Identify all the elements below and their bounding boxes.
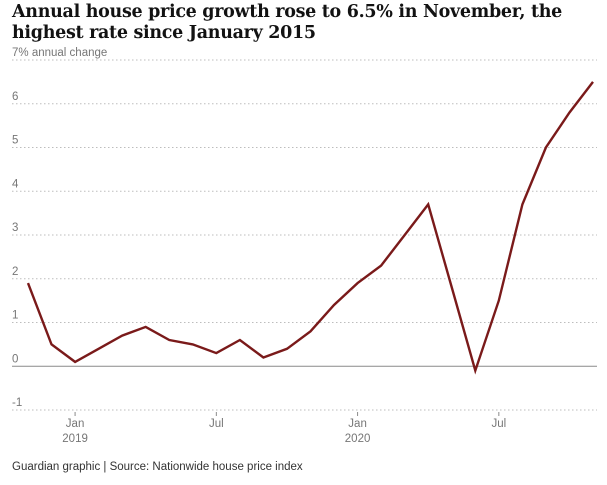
x-tick-label: Jan [66,418,85,430]
x-tick-year-label: 2020 [345,433,371,445]
gridlines [12,59,597,411]
source-note: Guardian graphic | Source: Nationwide ho… [12,461,303,473]
x-tick-year-label: 2019 [62,433,88,445]
y-tick-label: 2 [12,266,18,278]
y-tick-label: 7% annual change [12,47,107,59]
y-axis-labels: 7% annual change 6 5 4 3 2 1 0 -1 [12,47,107,409]
chart-title: Annual house price growth rose to 6.5% i… [12,2,562,43]
y-tick-label: 0 [12,353,18,365]
y-tick-label: 1 [12,310,18,322]
y-tick-label: -1 [12,397,22,409]
y-tick-label: 6 [12,91,18,103]
series-line [26,81,594,375]
x-tick-label: Jul [209,418,224,430]
series-layer [26,81,594,375]
y-tick-label: 4 [12,178,19,190]
y-tick-label: 5 [12,135,18,147]
x-axis-labels: Jan 2019 Jul Jan 2020 Jul [62,412,506,445]
x-tick-label: Jul [491,418,506,430]
y-tick-label: 3 [12,222,18,234]
x-tick-label: Jan [348,418,367,430]
